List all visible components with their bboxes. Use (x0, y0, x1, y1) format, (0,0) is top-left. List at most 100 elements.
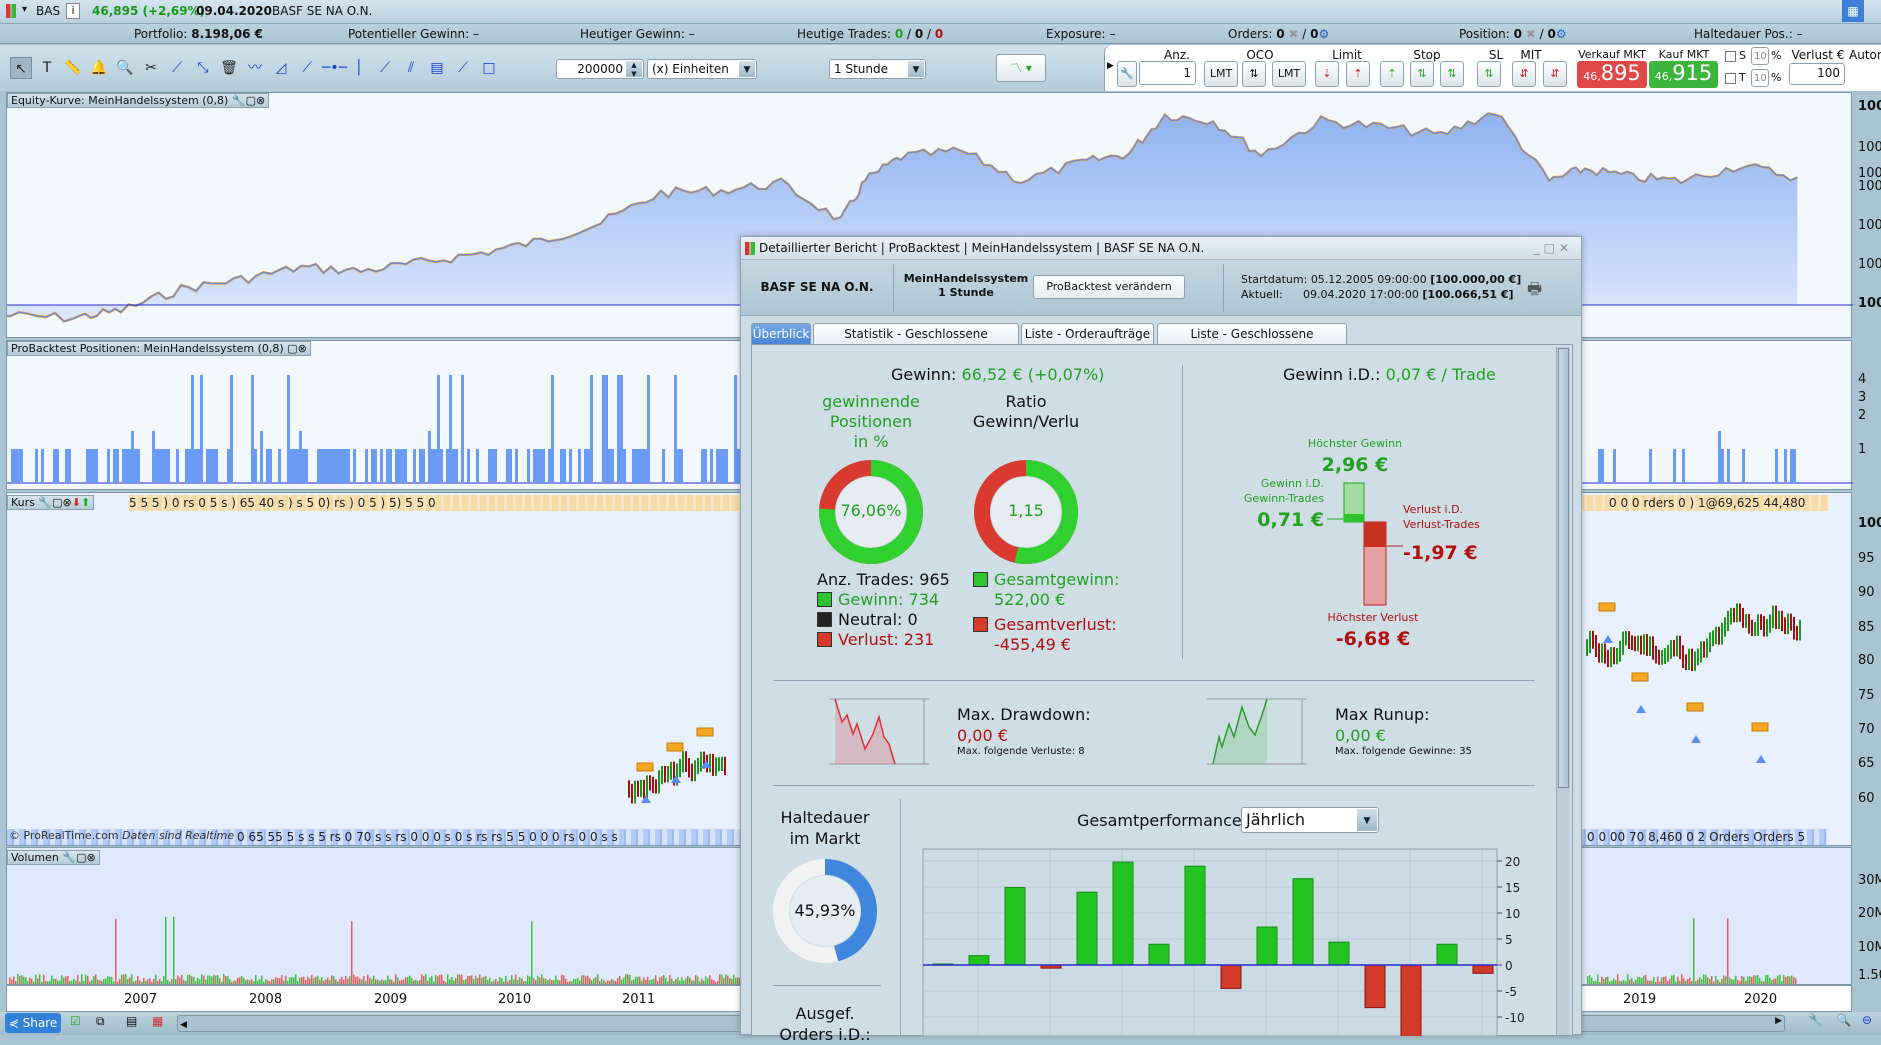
oco-lmt-button-1[interactable]: LMT (1204, 61, 1238, 87)
rectangle-icon[interactable]: □ (482, 60, 496, 76)
horizontal-line-icon[interactable]: ─•─ (322, 60, 348, 76)
sell-market-button[interactable]: 46,895 (1577, 61, 1647, 88)
performance-period-select[interactable]: Jährlich ▼ (1241, 807, 1379, 833)
tools-icon[interactable]: ✂ (145, 60, 157, 76)
target-checkbox[interactable] (1725, 73, 1736, 84)
symbol-dropdown-icon[interactable]: ▾ (22, 4, 28, 15)
zoom-icon[interactable]: 🔍 (116, 60, 134, 76)
sell-arrow-icon[interactable]: ⬇ (71, 496, 81, 509)
timeframe-select[interactable]: 1 Stunde ▼ (829, 59, 926, 79)
buy-market-button[interactable]: 46,915 (1649, 61, 1718, 88)
zoom-out-icon[interactable]: ⊖ (1862, 1013, 1873, 1027)
quantity-input[interactable]: 200000 ▲ ▼ (556, 59, 644, 79)
tab-2[interactable]: Liste - Orderaufträge (1021, 323, 1154, 344)
gear-icon[interactable]: ⚙ (1318, 27, 1330, 41)
gear-icon[interactable]: ⚙ (1555, 27, 1567, 41)
loss-input[interactable]: 100 (1789, 63, 1845, 85)
volume-bar (277, 977, 279, 984)
volume-bar (9, 977, 11, 984)
collapse-arrow-icon[interactable]: ▶ (1107, 61, 1114, 71)
close-icon[interactable]: ⊗ (86, 851, 96, 864)
volume-bar (537, 975, 539, 984)
vertical-scrollbar[interactable] (1556, 347, 1570, 1035)
maximize-icon[interactable]: ▢ (76, 851, 87, 864)
alarm-bell-icon[interactable]: 🔔 (90, 60, 108, 76)
chart-settings-icon[interactable]: 🔧 (1808, 1013, 1823, 1027)
volume-bar (1773, 978, 1775, 984)
report-icon[interactable]: ▤ (126, 1014, 138, 1028)
maximize-icon[interactable]: ▢ (52, 496, 63, 509)
grid-icon[interactable]: ▤ (430, 60, 444, 76)
quantity-stepper[interactable]: ▲ ▼ (626, 61, 642, 78)
ruler-icon[interactable]: 📏 (64, 60, 82, 76)
info-icon[interactable]: i (66, 3, 80, 19)
limit-buy-icon[interactable]: ⇡ (1346, 61, 1370, 87)
units-select[interactable]: (x) Einheiten ▼ (647, 59, 757, 79)
buy-arrow-icon[interactable]: ⬆ (80, 496, 91, 509)
stop-pct-input[interactable]: 10 (1751, 47, 1769, 65)
position-bar (305, 449, 308, 483)
chart-type-button[interactable]: 〽 ▾ (996, 54, 1046, 82)
tab-1[interactable]: Statistik - Geschlossene Positionen (813, 323, 1019, 361)
trash-icon[interactable]: 🗑 (220, 60, 238, 76)
share-button[interactable]: ⋞ Share (5, 1013, 61, 1033)
buy-price-big: 915 (1672, 61, 1713, 85)
stop-icon-1[interactable]: ⇡ (1380, 61, 1404, 87)
maximize-icon[interactable]: ▢ (287, 342, 298, 355)
tab-0[interactable]: Überblick (751, 323, 811, 344)
ray-icon[interactable]: ⟋ (380, 60, 390, 76)
close-icon[interactable]: ⊗ (62, 496, 72, 509)
limit-sell-icon[interactable]: ⇣ (1315, 61, 1339, 87)
line-icon[interactable]: ⟋ (172, 60, 182, 76)
wrench-icon[interactable]: 🔧 (1117, 61, 1137, 87)
qty-input[interactable]: 1 (1139, 61, 1196, 85)
point-line-icon[interactable]: ⤡ (197, 60, 209, 76)
wrench-icon[interactable]: 🔧 (38, 496, 53, 509)
volume-bar (1751, 976, 1753, 984)
minimize-icon[interactable]: _ (1533, 241, 1544, 255)
cancel-orders-icon[interactable]: ✖ (1288, 27, 1299, 41)
volume-bar (247, 979, 249, 984)
oco-lmt-button-2[interactable]: LMT (1272, 61, 1306, 87)
instrument-name: BASF SE NA O.N. (272, 4, 373, 18)
regression-icon[interactable]: ⟋ (458, 60, 468, 76)
zoom-fit-icon[interactable]: 🔍 (1836, 1013, 1851, 1027)
candles-icon[interactable]: ⧉ (96, 1014, 105, 1028)
target-pct-input[interactable]: 10 (1751, 69, 1769, 87)
volume-bar (471, 975, 473, 984)
dialog-title-bar[interactable]: Detaillierter Bericht | ProBacktest | Me… (741, 237, 1581, 260)
wrench-icon[interactable]: 🔧 (62, 851, 77, 864)
vertical-line-icon[interactable]: │ (354, 60, 364, 76)
stop-loss-icon[interactable]: ⇅ (1477, 61, 1501, 87)
close-icon[interactable]: ✕ (1558, 241, 1573, 255)
oco-order-icon[interactable]: ⇅ (1242, 61, 1266, 87)
modify-backtest-button[interactable]: ProBacktest verändern (1033, 275, 1185, 299)
symbol[interactable]: BAS (36, 4, 61, 18)
triangle-icon[interactable]: ◿ (275, 60, 287, 76)
divider (773, 785, 1535, 786)
close-icon[interactable]: ⊗ (297, 342, 307, 355)
text-icon[interactable]: T (42, 60, 52, 76)
stop-icon-3[interactable]: ⇅ (1440, 61, 1464, 87)
keyboard-icon[interactable]: ▦ (1842, 0, 1864, 22)
volume-bar (63, 977, 65, 984)
stop-checkbox[interactable] (1725, 51, 1736, 62)
checklist-icon[interactable]: ☑ (70, 1014, 81, 1028)
maximize-icon[interactable]: ▢ (245, 94, 256, 107)
mit-icon-2[interactable]: ⇵ (1543, 61, 1567, 87)
mit-icon-1[interactable]: ⇵ (1512, 61, 1536, 87)
volume-bar (419, 980, 421, 984)
maximize-icon[interactable]: □ (1543, 241, 1559, 255)
scrollbar-thumb[interactable] (1558, 348, 1569, 788)
close-icon[interactable]: ⊗ (255, 94, 266, 107)
volume-bar (1745, 980, 1747, 984)
channel-icon[interactable]: ⫽ (407, 60, 415, 76)
fibonacci-icon[interactable]: 〰 (248, 60, 262, 76)
print-icon[interactable]: 🖶 (1527, 279, 1543, 298)
cursor-icon[interactable]: ↖ (10, 57, 32, 79)
layout-icon[interactable]: ▦ (152, 1014, 164, 1028)
trendline-icon[interactable]: ⟋ (302, 60, 312, 76)
close-position-icon[interactable]: ✖ (1525, 27, 1536, 41)
stop-icon-2[interactable]: ⇅ (1410, 61, 1434, 87)
wrench-icon[interactable]: 🔧 (231, 94, 246, 107)
